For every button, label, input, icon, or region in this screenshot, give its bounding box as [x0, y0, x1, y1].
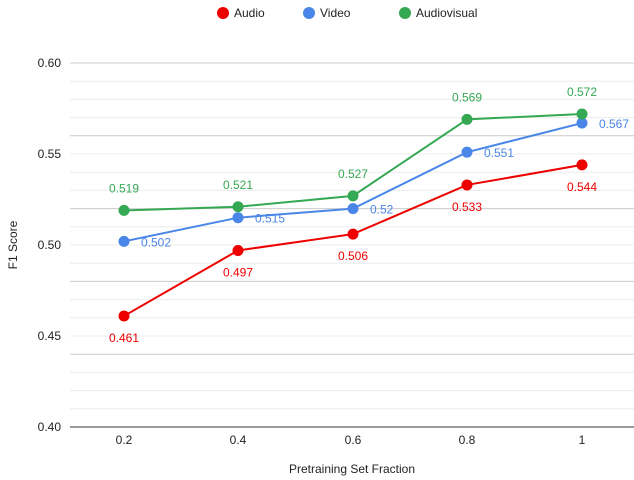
video-data-point — [461, 146, 473, 158]
x-axis-ticks: 0.2 0.4 0.6 0.8 1 — [116, 433, 586, 447]
audiovisual-legend-label: Audiovisual — [416, 6, 477, 20]
x-tick-label: 0.6 — [345, 433, 362, 447]
audiovisual-data-label: 0.519 — [109, 181, 139, 195]
audiovisual-data-label: 0.527 — [338, 167, 368, 181]
audiovisual-data-point — [118, 204, 130, 216]
x-tick-label: 1 — [579, 433, 586, 447]
video-data-label: 0.567 — [599, 117, 629, 131]
video-data-label: 0.515 — [255, 212, 285, 226]
data-labels-layer: 0.461 0.497 0.506 0.533 0.544 0.502 0.515 0.52 0… — [109, 85, 629, 345]
audiovisual-data-point — [461, 113, 473, 125]
audio-data-label: 0.497 — [223, 265, 253, 279]
video-data-label: 0.502 — [141, 235, 171, 249]
audio-data-point — [347, 228, 359, 240]
audio-data-point — [576, 159, 588, 171]
video-data-point — [347, 203, 359, 215]
audio-data-point — [118, 310, 130, 322]
audio-data-label: 0.461 — [109, 331, 139, 345]
y-axis-title: F1 Score — [6, 220, 20, 269]
audio-data-point — [461, 179, 473, 191]
audio-data-label: 0.544 — [567, 180, 597, 194]
audiovisual-data-point — [576, 108, 588, 120]
y-tick-label: 0.40 — [38, 420, 62, 434]
y-tick-label: 0.45 — [38, 329, 62, 343]
audio-legend-label: Audio — [234, 6, 265, 20]
audio-legend-marker — [217, 7, 229, 19]
y-tick-label: 0.60 — [38, 56, 62, 70]
legend: Audio Video Audiovisual — [217, 6, 477, 20]
audiovisual-data-label: 0.569 — [452, 90, 482, 104]
audiovisual-data-point — [347, 190, 359, 202]
x-axis-title: Pretraining Set Fraction — [289, 462, 415, 476]
y-tick-label: 0.55 — [38, 147, 62, 161]
x-tick-label: 0.2 — [116, 433, 133, 447]
video-data-label: 0.551 — [484, 146, 514, 160]
audio-data-label: 0.506 — [338, 249, 368, 263]
y-axis-ticks: 0.40 0.45 0.50 0.55 0.60 — [38, 56, 62, 434]
video-legend-marker — [303, 7, 315, 19]
x-tick-label: 0.8 — [459, 433, 476, 447]
x-tick-label: 0.4 — [230, 433, 247, 447]
audiovisual-data-label: 0.521 — [223, 178, 253, 192]
audiovisual-data-point — [232, 201, 244, 213]
video-data-point — [232, 212, 244, 224]
video-data-point — [118, 235, 130, 247]
video-series-line — [123, 122, 583, 243]
video-data-label: 0.52 — [370, 203, 394, 217]
audiovisual-legend-marker — [399, 7, 411, 19]
y-tick-label: 0.50 — [38, 238, 62, 252]
video-legend-label: Video — [320, 6, 351, 20]
video-data-point — [576, 117, 588, 129]
audio-data-point — [232, 244, 244, 256]
audiovisual-data-label: 0.572 — [567, 85, 597, 99]
series-layer — [118, 108, 588, 322]
audio-data-label: 0.533 — [452, 200, 482, 214]
audio-series-line — [123, 163, 583, 317]
